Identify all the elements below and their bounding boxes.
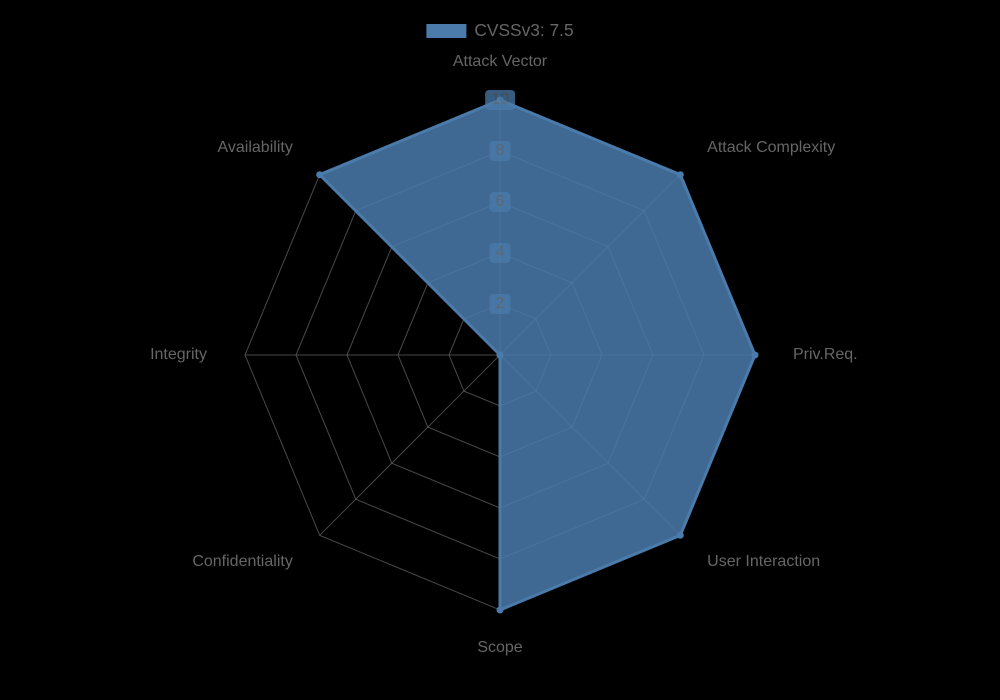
tick-box: 4 — [490, 243, 511, 263]
tick-box: 6 — [490, 192, 511, 212]
tick-label: 2 — [496, 295, 505, 313]
tick-box: 10 — [485, 90, 515, 110]
axis-label: Confidentiality — [192, 553, 293, 571]
radar-chart-container: CVSSv3: 7.5 Attack VectorAttack Complexi… — [0, 0, 1000, 700]
tick-label: 6 — [496, 193, 505, 211]
series-point — [497, 352, 504, 359]
tick-box: 8 — [490, 141, 511, 161]
axis-label: Attack Vector — [453, 53, 547, 71]
axis-label: Priv.Req. — [793, 346, 858, 364]
tick-label: 4 — [496, 244, 505, 262]
grid-spoke — [320, 355, 500, 535]
series-point — [677, 532, 684, 539]
tick-label: 8 — [496, 142, 505, 160]
series-point — [752, 352, 759, 359]
axis-label: User Interaction — [707, 553, 820, 571]
tick-box: 2 — [490, 294, 511, 314]
axis-label: Scope — [477, 639, 522, 657]
axis-label: Integrity — [150, 346, 207, 364]
series-point — [497, 607, 504, 614]
tick-label: 10 — [491, 91, 509, 109]
axis-label: Attack Complexity — [707, 139, 835, 157]
axis-label: Availability — [218, 139, 293, 157]
series-point — [316, 171, 323, 178]
series-point — [677, 171, 684, 178]
